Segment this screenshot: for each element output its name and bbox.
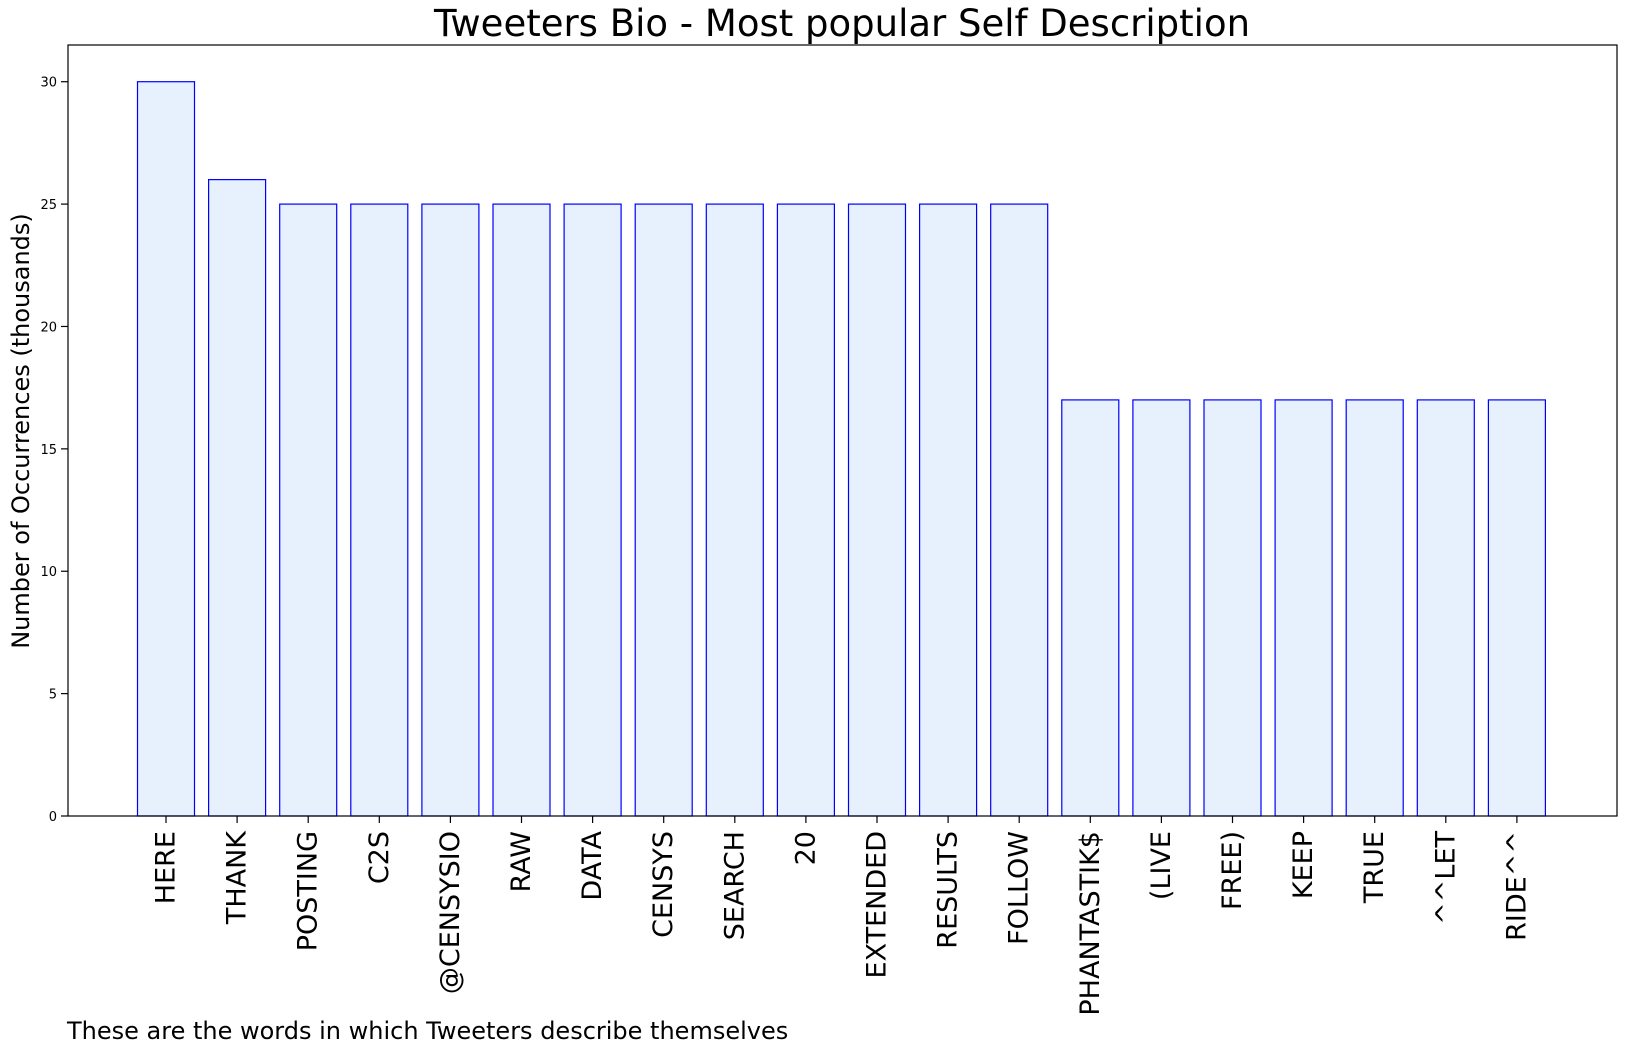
plot-frame: [67, 44, 1618, 817]
y-axis-label: Number of Occurrences (thousands): [7, 213, 35, 649]
bar: [350, 203, 409, 817]
bar: [208, 179, 267, 817]
x-tick-label: KEEP: [1288, 831, 1319, 899]
y-tick-label: 10: [40, 565, 57, 580]
y-tick-label: 5: [49, 688, 57, 703]
bar: [136, 81, 196, 817]
y-tick-label: 20: [40, 320, 57, 335]
bar: [492, 203, 551, 817]
bar: [1416, 399, 1475, 817]
bar: [279, 203, 338, 817]
y-axis-ticks: 0 5 10 15 20 25 30: [40, 76, 68, 825]
bar: [1132, 399, 1191, 817]
x-tick-label: RIDE^^: [1501, 831, 1532, 941]
x-tick-label: @CENSYSIO: [435, 831, 466, 994]
x-tick-label: ^^LET: [1430, 830, 1461, 924]
x-tick-label: CENSYS: [648, 831, 679, 938]
chart-title: Tweeters Bio - Most popular Self Descrip…: [433, 2, 1250, 45]
bar: [1274, 399, 1333, 817]
bar: [847, 203, 907, 817]
x-tick-label: FREE): [1217, 831, 1248, 910]
y-tick-label: 30: [40, 76, 57, 91]
x-tick-label: DATA: [577, 830, 608, 900]
x-tick-label: (LIVE: [1146, 831, 1177, 900]
x-tick-label: PHANTASTIK$: [1075, 831, 1106, 1016]
x-tick-label: HERE: [151, 831, 182, 904]
bar: [705, 203, 764, 817]
x-tick-label: RAW: [506, 831, 537, 892]
x-tick-label: RESULTS: [933, 831, 964, 949]
bar: [1487, 399, 1547, 817]
bar: [776, 203, 836, 817]
x-tick-label: 20: [790, 831, 821, 865]
chart-caption: These are the words in which Tweeters de…: [66, 1017, 788, 1045]
bar: [1345, 399, 1404, 817]
x-tick-label: THANK: [222, 830, 253, 925]
bar: [990, 203, 1049, 817]
bars: [136, 81, 1547, 817]
x-axis-ticks: HERE THANK POSTING C2S @CENSYSIO RAW DATA CENSY…: [151, 816, 1532, 1016]
bar: [563, 203, 622, 817]
y-tick-label: 25: [40, 198, 57, 213]
x-tick-label: POSTING: [293, 831, 324, 951]
x-tick-label: SEARCH: [719, 831, 750, 940]
bar: [1061, 399, 1120, 817]
x-tick-label: C2S: [364, 831, 395, 884]
x-tick-label: FOLLOW: [1004, 831, 1035, 945]
y-tick-label: 15: [40, 443, 57, 458]
bar: [634, 203, 693, 817]
y-tick-label: 0: [49, 810, 57, 825]
bar: [918, 203, 978, 817]
x-tick-label: EXTENDED: [862, 831, 893, 978]
x-tick-label: TRUE: [1359, 831, 1390, 904]
bar: [1203, 399, 1262, 817]
bar: [421, 203, 480, 817]
